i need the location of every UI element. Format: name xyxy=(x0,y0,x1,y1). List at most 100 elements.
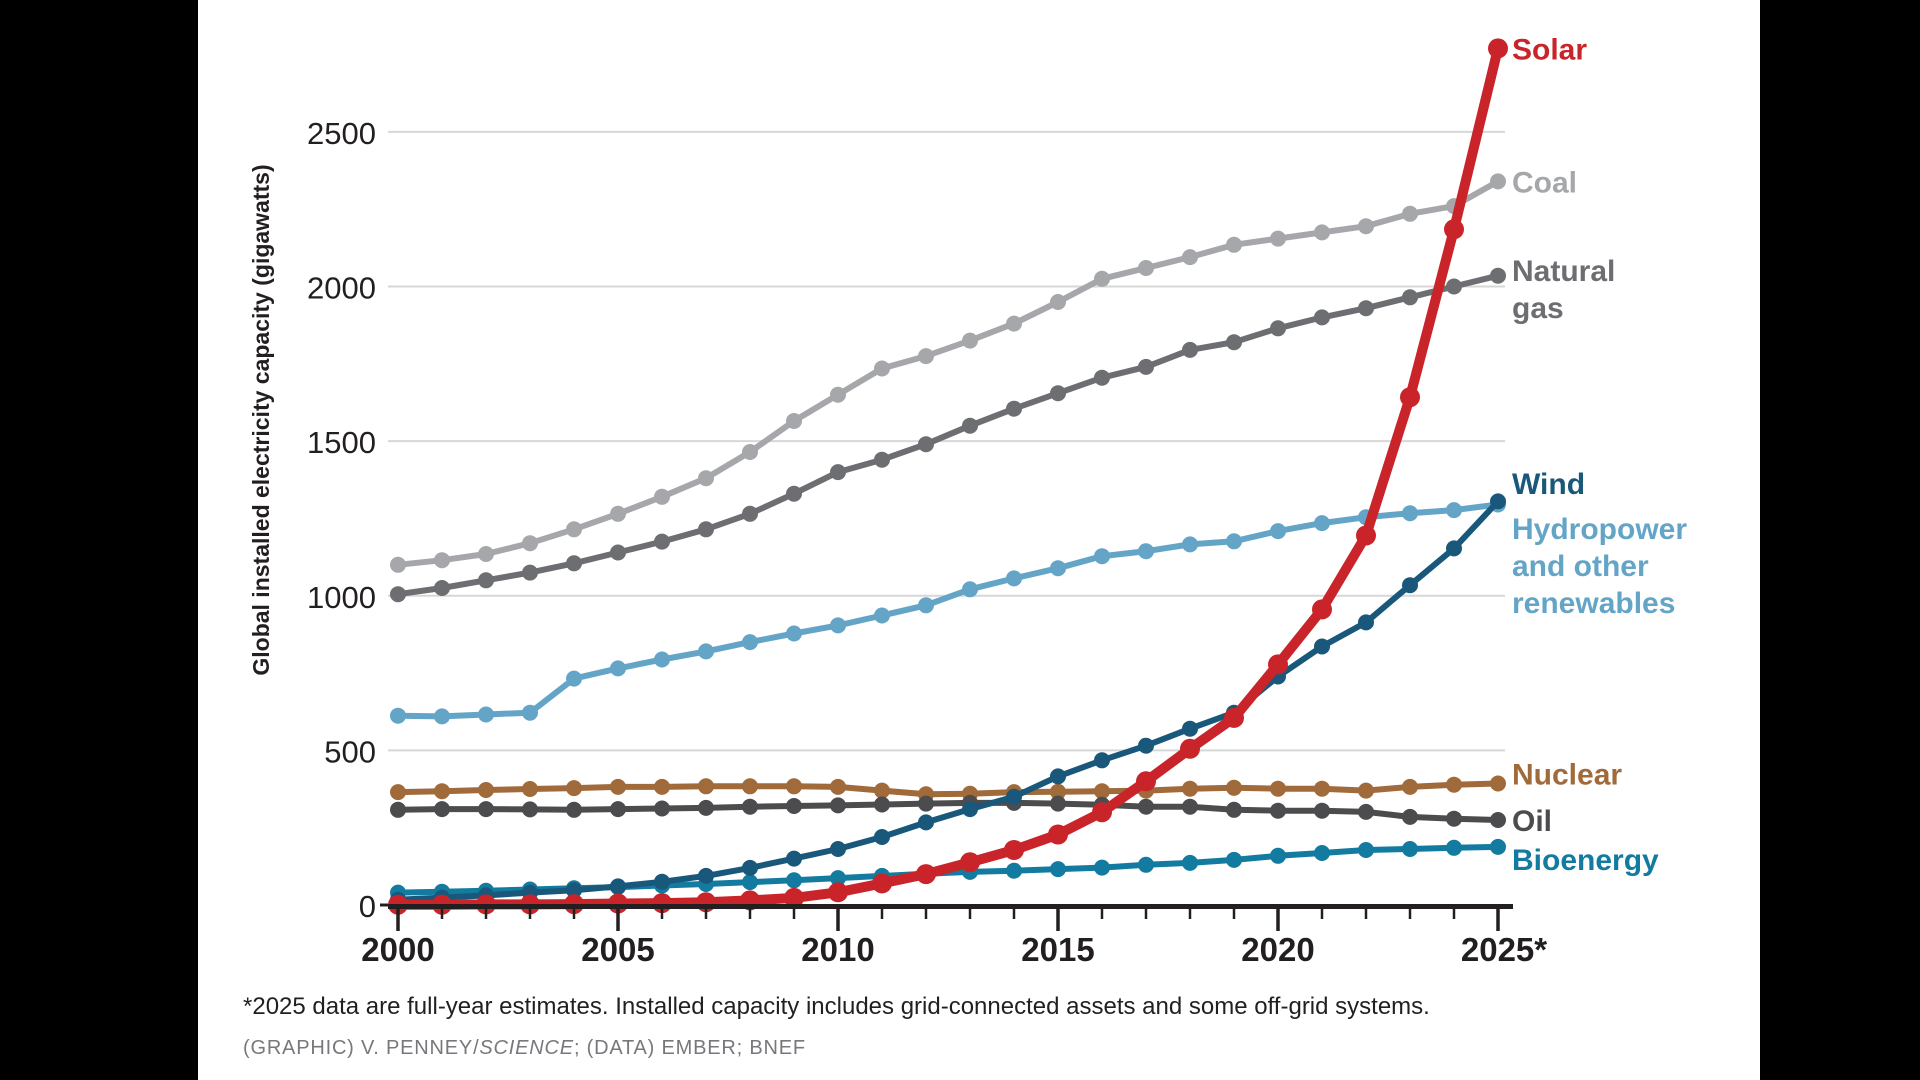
data-point-nuclear-2019 xyxy=(1226,779,1242,796)
y-axis-title: Global installed electricity capacity (g… xyxy=(248,164,274,675)
data-point-bioenergy-2021 xyxy=(1314,845,1330,861)
data-point-bioenergy-2025 xyxy=(1490,838,1506,855)
data-point-wind-2014 xyxy=(1006,788,1022,805)
data-point-hydropower-and-other-renewables-2010 xyxy=(830,617,846,634)
data-point-nuclear-2023 xyxy=(1402,778,1418,795)
y-tick-label-500: 500 xyxy=(324,734,376,769)
data-point-oil-2000 xyxy=(390,801,406,818)
data-point-nuclear-2001 xyxy=(434,783,450,800)
x-tick-label-2015: 2015 xyxy=(1021,931,1094,968)
data-point-nuclear-2009 xyxy=(786,778,802,795)
data-point-oil-2008 xyxy=(742,798,758,815)
data-point-nuclear-2006 xyxy=(654,778,670,795)
x-tick-label-2020: 2020 xyxy=(1241,931,1314,968)
data-point-coal-2009 xyxy=(786,413,802,429)
data-point-nuclear-2007 xyxy=(698,778,714,795)
data-point-nuclear-2011 xyxy=(874,782,890,799)
data-point-natural-gas-2015 xyxy=(1050,385,1066,402)
data-point-coal-2011 xyxy=(874,360,890,377)
series-label-line-bioenergy-0: Bioenergy xyxy=(1512,844,1659,877)
data-point-coal-2008 xyxy=(742,444,758,460)
data-point-oil-2023 xyxy=(1402,808,1418,825)
data-point-coal-2016 xyxy=(1094,270,1110,287)
data-point-coal-2000 xyxy=(390,556,406,573)
series-label-wind: Wind xyxy=(1512,468,1585,501)
data-point-natural-gas-2009 xyxy=(786,485,802,502)
data-point-hydropower-and-other-renewables-2016 xyxy=(1094,548,1110,565)
data-point-bioenergy-2017 xyxy=(1138,856,1154,873)
data-point-oil-2011 xyxy=(874,796,890,813)
data-point-coal-2020 xyxy=(1270,230,1286,247)
y-tick-label-1000: 1000 xyxy=(307,580,376,615)
data-point-nuclear-2008 xyxy=(742,778,758,795)
data-point-wind-2025 xyxy=(1490,493,1506,510)
data-point-natural-gas-2025 xyxy=(1490,267,1506,284)
data-point-natural-gas-2011 xyxy=(874,451,890,468)
x-tick-label-2000: 2000 xyxy=(361,931,434,968)
data-point-natural-gas-2013 xyxy=(962,417,978,434)
data-point-oil-2007 xyxy=(698,799,714,816)
series-label-line-solar-0: Solar xyxy=(1512,33,1587,66)
credit-prefix: (GRAPHIC) V. PENNEY/ xyxy=(243,1037,479,1059)
data-point-hydropower-and-other-renewables-2014 xyxy=(1006,570,1022,587)
data-point-nuclear-2002 xyxy=(478,782,494,798)
data-point-bioenergy-2010 xyxy=(830,870,846,887)
data-point-coal-2012 xyxy=(918,348,934,365)
data-point-natural-gas-2002 xyxy=(478,572,494,589)
series-label-coal: Coal xyxy=(1512,166,1577,199)
data-point-hydropower-and-other-renewables-2023 xyxy=(1402,505,1418,522)
data-point-coal-2014 xyxy=(1006,315,1022,332)
series-label-line-natural-gas-1: gas xyxy=(1512,292,1564,325)
series-wind xyxy=(390,493,1506,908)
data-point-wind-2004 xyxy=(566,882,582,899)
data-point-natural-gas-2017 xyxy=(1138,358,1154,375)
data-point-natural-gas-2014 xyxy=(1006,400,1022,417)
data-point-bioenergy-2016 xyxy=(1094,859,1110,876)
data-point-natural-gas-2008 xyxy=(742,505,758,522)
data-point-hydropower-and-other-renewables-2012 xyxy=(918,597,934,614)
data-point-bioenergy-2008 xyxy=(742,874,758,891)
data-point-wind-2015 xyxy=(1050,768,1066,785)
data-point-natural-gas-2000 xyxy=(390,586,406,603)
series-end-labels: Solar Coal Natural gas Wind Hydropower and oth… xyxy=(1512,33,1687,877)
data-point-oil-2019 xyxy=(1226,801,1242,818)
data-point-coal-2003 xyxy=(522,535,538,552)
data-point-coal-2021 xyxy=(1314,224,1330,241)
data-point-coal-2015 xyxy=(1050,294,1066,310)
data-point-bioenergy-2023 xyxy=(1402,841,1418,857)
data-point-natural-gas-2006 xyxy=(654,533,670,550)
data-point-wind-2018 xyxy=(1182,720,1198,737)
data-point-nuclear-2004 xyxy=(566,780,582,797)
data-point-wind-2008 xyxy=(742,859,758,876)
x-axis-tick-labels: 2000 2005 2010 2015 2020 2025* xyxy=(361,931,1547,968)
data-point-hydropower-and-other-renewables-2007 xyxy=(698,643,714,660)
data-point-oil-2004 xyxy=(566,801,582,818)
series-label-bioenergy: Bioenergy xyxy=(1512,844,1659,877)
data-point-solar-2010 xyxy=(828,882,848,903)
data-point-nuclear-2010 xyxy=(830,778,846,795)
data-point-hydropower-and-other-renewables-2001 xyxy=(434,708,450,725)
letterbox-left-bar xyxy=(0,0,198,1080)
data-point-oil-2001 xyxy=(434,801,450,818)
data-point-nuclear-2021 xyxy=(1314,780,1330,797)
data-point-oil-2025 xyxy=(1490,812,1506,828)
data-point-hydropower-and-other-renewables-2011 xyxy=(874,607,890,624)
data-point-nuclear-2020 xyxy=(1270,780,1286,797)
data-point-oil-2020 xyxy=(1270,802,1286,819)
data-point-wind-2016 xyxy=(1094,752,1110,769)
data-point-coal-2004 xyxy=(566,521,582,538)
data-point-oil-2021 xyxy=(1314,802,1330,819)
series-label-line-oil-0: Oil xyxy=(1512,805,1552,838)
x-tick-label-2010: 2010 xyxy=(801,931,874,968)
data-point-nuclear-2016 xyxy=(1094,783,1110,800)
data-point-hydropower-and-other-renewables-2002 xyxy=(478,706,494,723)
data-point-solar-2023 xyxy=(1400,387,1420,408)
data-point-bioenergy-2020 xyxy=(1270,847,1286,864)
data-point-solar-2019 xyxy=(1224,707,1244,728)
data-point-solar-2011 xyxy=(872,873,892,894)
credit-publication: SCIENCE xyxy=(479,1037,574,1059)
data-point-solar-2021 xyxy=(1312,599,1332,620)
data-point-oil-2010 xyxy=(830,797,846,814)
data-point-bioenergy-2009 xyxy=(786,872,802,889)
